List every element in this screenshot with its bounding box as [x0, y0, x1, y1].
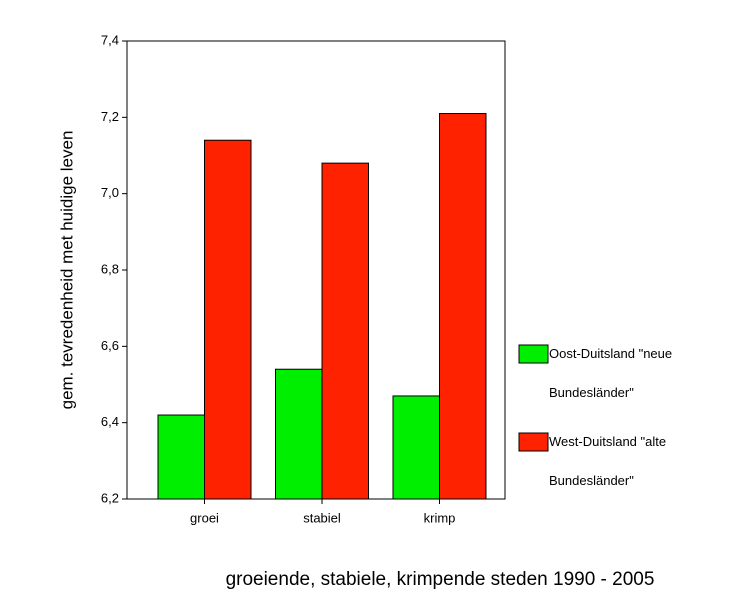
bar	[204, 139, 252, 500]
y-tick-label: 6,2	[101, 490, 119, 505]
bar	[439, 113, 487, 500]
x-tick-label: krimp	[424, 510, 456, 525]
bar	[157, 414, 205, 500]
bar	[275, 368, 323, 500]
y-tick-label: 6,6	[101, 338, 119, 353]
bar	[392, 395, 440, 500]
y-tick-label: 7,2	[101, 109, 119, 124]
x-tick-label: groei	[190, 510, 219, 525]
legend-swatch	[518, 432, 549, 452]
x-axis-label: groeiende, stabiele, krimpende steden 19…	[226, 569, 655, 590]
y-tick-label: 6,4	[101, 414, 119, 429]
legend-label: Oost-Duitsland "neue Bundesländer"	[549, 346, 673, 400]
y-axis-label: gem. tevredenheid met huidige leven	[57, 131, 76, 410]
y-tick-label: 7,4	[101, 32, 119, 47]
y-tick-label: 6,8	[101, 261, 119, 276]
legend-swatch	[518, 344, 549, 364]
x-tick-label: stabiel	[303, 510, 341, 525]
bar	[321, 162, 369, 500]
legend-label: West-Duitsland "alte Bundesländer"	[549, 434, 667, 488]
y-tick-label: 7,0	[101, 185, 119, 200]
